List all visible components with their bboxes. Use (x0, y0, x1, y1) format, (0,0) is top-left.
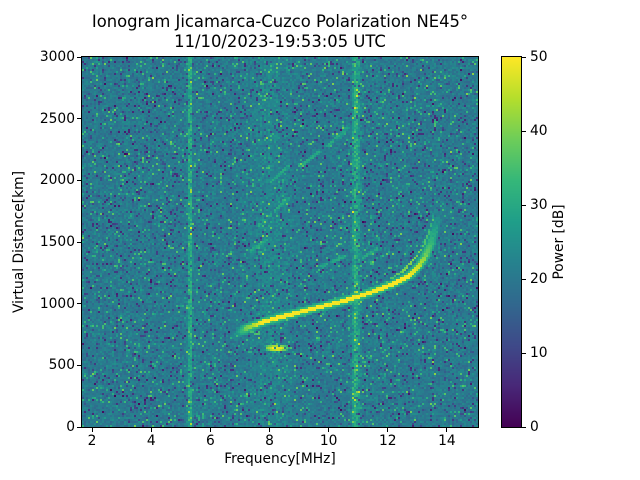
x-tick-label: 6 (205, 433, 215, 449)
x-tick (446, 428, 448, 432)
chart-title-line1: Ionogram Jicamarca-Cuzco Polarization NE… (91, 12, 469, 31)
y-tick (77, 426, 81, 428)
x-axis-label: Frequency[MHz] (224, 451, 336, 467)
x-tick-label: 14 (438, 433, 456, 449)
x-tick (269, 428, 270, 432)
x-tick-label: 2 (87, 433, 97, 449)
x-tick (209, 428, 211, 432)
x-tick (387, 428, 389, 432)
colorbar-tick-label: 40 (530, 123, 548, 139)
y-tick (77, 118, 81, 120)
x-tick (91, 428, 93, 432)
x-tick (150, 428, 152, 432)
colorbar-tick (522, 352, 526, 354)
y-tick-label: 0 (66, 419, 75, 435)
y-tick (77, 179, 81, 181)
colorbar-tick (522, 278, 526, 280)
chart-title: Ionogram Jicamarca-Cuzco Polarization NE… (82, 12, 478, 51)
y-tick-label: 1500 (39, 234, 75, 250)
colorbar-tick-label: 10 (530, 345, 548, 361)
y-axis-label: Virtual Distance[km] (11, 171, 27, 313)
colorbar-tick-label: 0 (530, 419, 539, 435)
chart-title-line2: 11/10/2023-19:53:05 UTC (174, 31, 386, 51)
y-tick-label: 3000 (39, 49, 75, 65)
x-tick (328, 428, 330, 432)
y-tick (77, 241, 81, 243)
y-tick (77, 303, 81, 305)
y-tick (77, 56, 81, 58)
colorbar-tick-label: 50 (530, 49, 548, 65)
y-tick-label: 2000 (39, 172, 75, 189)
y-tick-label: 500 (48, 357, 75, 374)
y-tick (77, 364, 81, 366)
x-tick-label: 10 (319, 433, 338, 449)
x-tick-label: 8 (265, 433, 274, 449)
y-tick-label: 2500 (39, 110, 75, 127)
x-tick-label: 4 (146, 433, 156, 449)
colorbar-tick-label: 20 (530, 271, 548, 287)
x-tick-label: 12 (379, 433, 397, 449)
y-tick-label: 1000 (39, 295, 75, 312)
colorbar-label: Power [dB] (551, 204, 567, 280)
colorbar-tick (522, 426, 526, 428)
ionogram-heatmap-canvas (81, 56, 479, 428)
colorbar-tick (522, 130, 526, 132)
colorbar-tick (522, 204, 526, 206)
colorbar-gradient-canvas (501, 56, 522, 428)
colorbar-tick (522, 56, 526, 58)
colorbar-tick-label: 30 (530, 197, 548, 213)
